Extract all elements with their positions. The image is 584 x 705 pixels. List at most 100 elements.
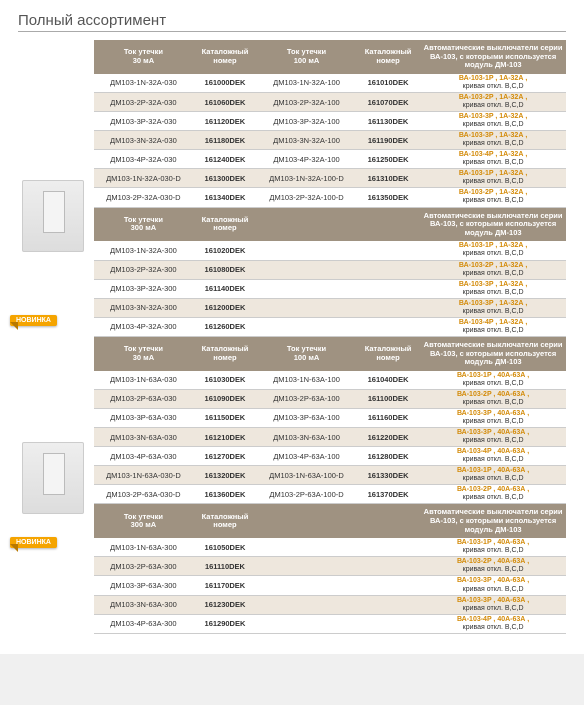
table-row: ДМ103-2P-32A-030-D 161340DEK ДМ103-2P-32… <box>94 188 566 207</box>
assortment-table: Ток утечки30 мА Каталожныйномер Ток утеч… <box>94 40 566 634</box>
catalog-30: 161000DEK <box>193 74 257 93</box>
catalog-30: 161300DEK <box>193 169 257 188</box>
model-100: ДМ103-3N-63A-100 <box>257 428 356 447</box>
catalog-100: 161100DEK <box>356 389 420 408</box>
model-30: ДМ103-3N-32A-030 <box>94 131 193 150</box>
head-cat100: Каталожныйномер <box>356 40 420 74</box>
compat-cell: ВА-103-3P , 40А-63А ,кривая откл. B,C,D <box>420 576 566 595</box>
table-row: ДМ103-3P-63A-030 161150DEK ДМ103-3P-63A-… <box>94 408 566 427</box>
model-30: ДМ103-1N-63A-030-D <box>94 466 193 485</box>
catalog-100: 161130DEK <box>356 112 420 131</box>
model-300: ДМ103-3P-32A-300 <box>94 279 193 298</box>
model-100: ДМ103-4P-32A-100 <box>257 150 356 169</box>
catalog-300: 161230DEK <box>193 595 257 614</box>
model-100: ДМ103-1N-63A-100 <box>257 371 356 390</box>
compat-cell: ВА-103-3P , 1А-32А ,кривая откл. B,C,D <box>420 279 566 298</box>
catalog-100: 161220DEK <box>356 428 420 447</box>
catalog-100: 161010DEK <box>356 74 420 93</box>
model-100: ДМ103-2P-32A-100 <box>257 92 356 111</box>
compat-cell: ВА-103-1P , 1А-32А ,кривая откл. B,C,D <box>420 241 566 260</box>
table-row: ДМ103-1N-32A-030-D 161300DEK ДМ103-1N-32… <box>94 169 566 188</box>
catalog-100: 161070DEK <box>356 92 420 111</box>
model-300: ДМ103-2P-32A-300 <box>94 260 193 279</box>
left-column: НОВИНКА НОВИНКА <box>18 40 88 634</box>
catalog-100: 161330DEK <box>356 466 420 485</box>
catalog-300: 161110DEK <box>193 557 257 576</box>
model-30: ДМ103-2P-63A-030 <box>94 389 193 408</box>
table-row: ДМ103-3P-63A-300 161170DEK ВА-103-3P , 4… <box>94 576 566 595</box>
compat-cell: ВА-103-2P , 40А-63А ,кривая откл. B,C,D <box>420 557 566 576</box>
compat-cell: ВА-103-4P , 40А-63А ,кривая откл. B,C,D <box>420 447 566 466</box>
table-row: ДМ103-1N-63A-300 161050DEK ВА-103-1P , 4… <box>94 538 566 557</box>
table-row: ДМ103-1N-32A-300 161020DEK ВА-103-1P , 1… <box>94 241 566 260</box>
table-row: ДМ103-2P-32A-300 161080DEK ВА-103-2P , 1… <box>94 260 566 279</box>
catalog-300: 161080DEK <box>193 260 257 279</box>
model-30: ДМ103-3N-63A-030 <box>94 428 193 447</box>
subhead-300: Ток утечки300 мА Каталожныйномер Автомат… <box>94 504 566 538</box>
subhead-30-100: Ток утечки30 мА Каталожныйномер Ток утеч… <box>94 336 566 370</box>
model-100: ДМ103-1N-63A-100-D <box>257 466 356 485</box>
model-30: ДМ103-1N-32A-030 <box>94 74 193 93</box>
head-30: Ток утечки30 мА <box>94 40 193 74</box>
model-100: ДМ103-2P-63A-100-D <box>257 485 356 504</box>
compat-cell: ВА-103-2P , 1А-32А ,кривая откл. B,C,D <box>420 92 566 111</box>
model-300: ДМ103-4P-63A-300 <box>94 614 193 633</box>
compat-cell: ВА-103-3P , 1А-32А ,кривая откл. B,C,D <box>420 131 566 150</box>
table-row: ДМ103-3P-32A-030 161120DEK ДМ103-3P-32A-… <box>94 112 566 131</box>
catalog-30: 161320DEK <box>193 466 257 485</box>
head-100: Ток утечки100 мА <box>257 40 356 74</box>
compat-cell: ВА-103-3P , 1А-32А ,кривая откл. B,C,D <box>420 112 566 131</box>
model-100: ДМ103-3P-63A-100 <box>257 408 356 427</box>
catalog-100: 161280DEK <box>356 447 420 466</box>
catalog-30: 161060DEK <box>193 92 257 111</box>
compat-cell: ВА-103-3P , 40А-63А ,кривая откл. B,C,D <box>420 428 566 447</box>
table-row: ДМ103-2P-63A-030-D 161360DEK ДМ103-2P-63… <box>94 485 566 504</box>
novelty-badge-2: НОВИНКА <box>10 537 57 548</box>
compat-cell: ВА-103-2P , 40А-63А ,кривая откл. B,C,D <box>420 389 566 408</box>
model-30: ДМ103-4P-32A-030 <box>94 150 193 169</box>
page-title: Полный ассортимент <box>18 12 566 32</box>
novelty-badge-1: НОВИНКА <box>10 315 57 326</box>
catalog-100: 161250DEK <box>356 150 420 169</box>
compat-cell: ВА-103-3P , 1А-32А ,кривая откл. B,C,D <box>420 298 566 317</box>
catalog-100: 161040DEK <box>356 371 420 390</box>
model-30: ДМ103-2P-32A-030 <box>94 92 193 111</box>
model-300: ДМ103-3N-32A-300 <box>94 298 193 317</box>
table-row: ДМ103-3N-63A-030 161210DEK ДМ103-3N-63A-… <box>94 428 566 447</box>
catalog-100: 161350DEK <box>356 188 420 207</box>
model-300: ДМ103-1N-32A-300 <box>94 241 193 260</box>
product-image-2 <box>22 442 84 514</box>
compat-cell: ВА-103-4P , 1А-32А ,кривая откл. B,C,D <box>420 317 566 336</box>
compat-cell: ВА-103-4P , 40А-63А ,кривая откл. B,C,D <box>420 614 566 633</box>
catalog-300: 161290DEK <box>193 614 257 633</box>
table-head-row: Ток утечки30 мА Каталожныйномер Ток утеч… <box>94 40 566 74</box>
catalog-30: 161210DEK <box>193 428 257 447</box>
table-row: ДМ103-3N-63A-300 161230DEK ВА-103-3P , 4… <box>94 595 566 614</box>
catalog-100: 161370DEK <box>356 485 420 504</box>
table-row: ДМ103-4P-32A-300 161260DEK ВА-103-4P , 1… <box>94 317 566 336</box>
subhead-300: Ток утечки300 мА Каталожныйномер Автомат… <box>94 207 566 241</box>
head-compat: Автоматические выключатели серии ВА-103,… <box>420 40 566 74</box>
compat-cell: ВА-103-3P , 40А-63А ,кривая откл. B,C,D <box>420 408 566 427</box>
compat-cell: ВА-103-2P , 1А-32А ,кривая откл. B,C,D <box>420 188 566 207</box>
model-100: ДМ103-3N-32A-100 <box>257 131 356 150</box>
catalog-300: 161020DEK <box>193 241 257 260</box>
table-row: ДМ103-4P-32A-030 161240DEK ДМ103-4P-32A-… <box>94 150 566 169</box>
model-30: ДМ103-1N-63A-030 <box>94 371 193 390</box>
compat-cell: ВА-103-2P , 1А-32А ,кривая откл. B,C,D <box>420 260 566 279</box>
table-row: ДМ103-1N-63A-030-D 161320DEK ДМ103-1N-63… <box>94 466 566 485</box>
catalog-300: 161260DEK <box>193 317 257 336</box>
model-30: ДМ103-3P-32A-030 <box>94 112 193 131</box>
model-300: ДМ103-3P-63A-300 <box>94 576 193 595</box>
table-row: ДМ103-2P-32A-030 161060DEK ДМ103-2P-32A-… <box>94 92 566 111</box>
table-row: ДМ103-4P-63A-030 161270DEK ДМ103-4P-63A-… <box>94 447 566 466</box>
catalog-100: 161190DEK <box>356 131 420 150</box>
model-300: ДМ103-2P-63A-300 <box>94 557 193 576</box>
model-300: ДМ103-1N-63A-300 <box>94 538 193 557</box>
model-100: ДМ103-3P-32A-100 <box>257 112 356 131</box>
catalog-300: 161050DEK <box>193 538 257 557</box>
catalog-30: 161180DEK <box>193 131 257 150</box>
catalog-30: 161120DEK <box>193 112 257 131</box>
catalog-30: 161090DEK <box>193 389 257 408</box>
compat-cell: ВА-103-1P , 40А-63А ,кривая откл. B,C,D <box>420 538 566 557</box>
